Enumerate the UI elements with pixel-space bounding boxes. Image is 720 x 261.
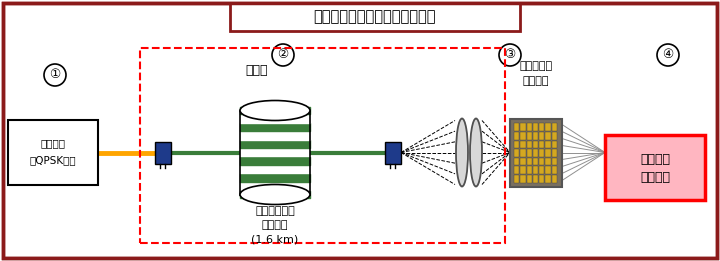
Bar bbox=[385, 141, 401, 163]
Bar bbox=[514, 141, 519, 148]
Text: 偏波多重: 偏波多重 bbox=[40, 138, 66, 148]
Bar bbox=[521, 175, 526, 182]
Bar bbox=[8, 120, 98, 185]
Bar bbox=[539, 149, 544, 157]
Bar bbox=[552, 149, 557, 157]
Bar bbox=[140, 48, 505, 243]
Bar bbox=[526, 175, 532, 182]
Text: 受光素子: 受光素子 bbox=[523, 76, 549, 86]
Bar bbox=[552, 123, 557, 131]
Bar bbox=[521, 141, 526, 148]
Text: ファイバ: ファイバ bbox=[262, 221, 288, 230]
Text: 位相回復コヒーレント受信方式: 位相回復コヒーレント受信方式 bbox=[314, 9, 436, 25]
Text: ②: ② bbox=[277, 49, 289, 62]
Bar bbox=[552, 141, 557, 148]
Text: マルチモード: マルチモード bbox=[255, 206, 295, 217]
Bar bbox=[514, 149, 519, 157]
Ellipse shape bbox=[240, 100, 310, 121]
Bar bbox=[533, 141, 538, 148]
Bar bbox=[546, 123, 551, 131]
Text: 信号処理: 信号処理 bbox=[640, 171, 670, 184]
Bar bbox=[539, 175, 544, 182]
Bar bbox=[552, 166, 557, 174]
Bar bbox=[521, 166, 526, 174]
Ellipse shape bbox=[240, 185, 310, 205]
Text: ④: ④ bbox=[662, 49, 674, 62]
Bar bbox=[539, 123, 544, 131]
Bar bbox=[514, 123, 519, 131]
Bar bbox=[526, 141, 532, 148]
Text: ①: ① bbox=[50, 68, 60, 81]
Text: 位相回復: 位相回復 bbox=[640, 153, 670, 166]
Bar bbox=[539, 132, 544, 140]
Bar bbox=[526, 158, 532, 165]
Bar bbox=[533, 149, 538, 157]
Text: 高速集積型: 高速集積型 bbox=[519, 61, 552, 71]
Text: 散乱体: 散乱体 bbox=[246, 63, 268, 76]
Bar bbox=[521, 149, 526, 157]
Ellipse shape bbox=[456, 118, 468, 187]
Text: 光QPSK信号: 光QPSK信号 bbox=[30, 155, 76, 165]
Bar bbox=[546, 166, 551, 174]
Bar bbox=[521, 123, 526, 131]
Bar bbox=[533, 132, 538, 140]
Bar bbox=[526, 132, 532, 140]
Bar bbox=[546, 132, 551, 140]
Bar bbox=[552, 175, 557, 182]
Bar bbox=[526, 166, 532, 174]
Bar bbox=[552, 132, 557, 140]
Bar bbox=[552, 158, 557, 165]
Bar bbox=[533, 123, 538, 131]
Bar bbox=[526, 123, 532, 131]
Bar bbox=[526, 149, 532, 157]
Bar bbox=[539, 166, 544, 174]
Bar bbox=[514, 158, 519, 165]
Bar bbox=[533, 166, 538, 174]
Ellipse shape bbox=[470, 118, 482, 187]
Bar bbox=[546, 175, 551, 182]
Bar bbox=[605, 135, 705, 200]
Bar bbox=[510, 118, 562, 187]
Text: (1.6 km): (1.6 km) bbox=[251, 234, 299, 245]
Bar bbox=[521, 132, 526, 140]
Bar bbox=[155, 141, 171, 163]
Bar bbox=[533, 158, 538, 165]
Bar bbox=[514, 175, 519, 182]
Bar bbox=[533, 175, 538, 182]
Bar bbox=[546, 149, 551, 157]
Bar bbox=[539, 141, 544, 148]
Text: ③: ③ bbox=[505, 49, 516, 62]
Bar bbox=[521, 158, 526, 165]
Bar bbox=[546, 158, 551, 165]
Bar bbox=[514, 166, 519, 174]
Bar bbox=[539, 158, 544, 165]
Bar bbox=[230, 3, 520, 31]
Bar bbox=[546, 141, 551, 148]
Bar bbox=[514, 132, 519, 140]
